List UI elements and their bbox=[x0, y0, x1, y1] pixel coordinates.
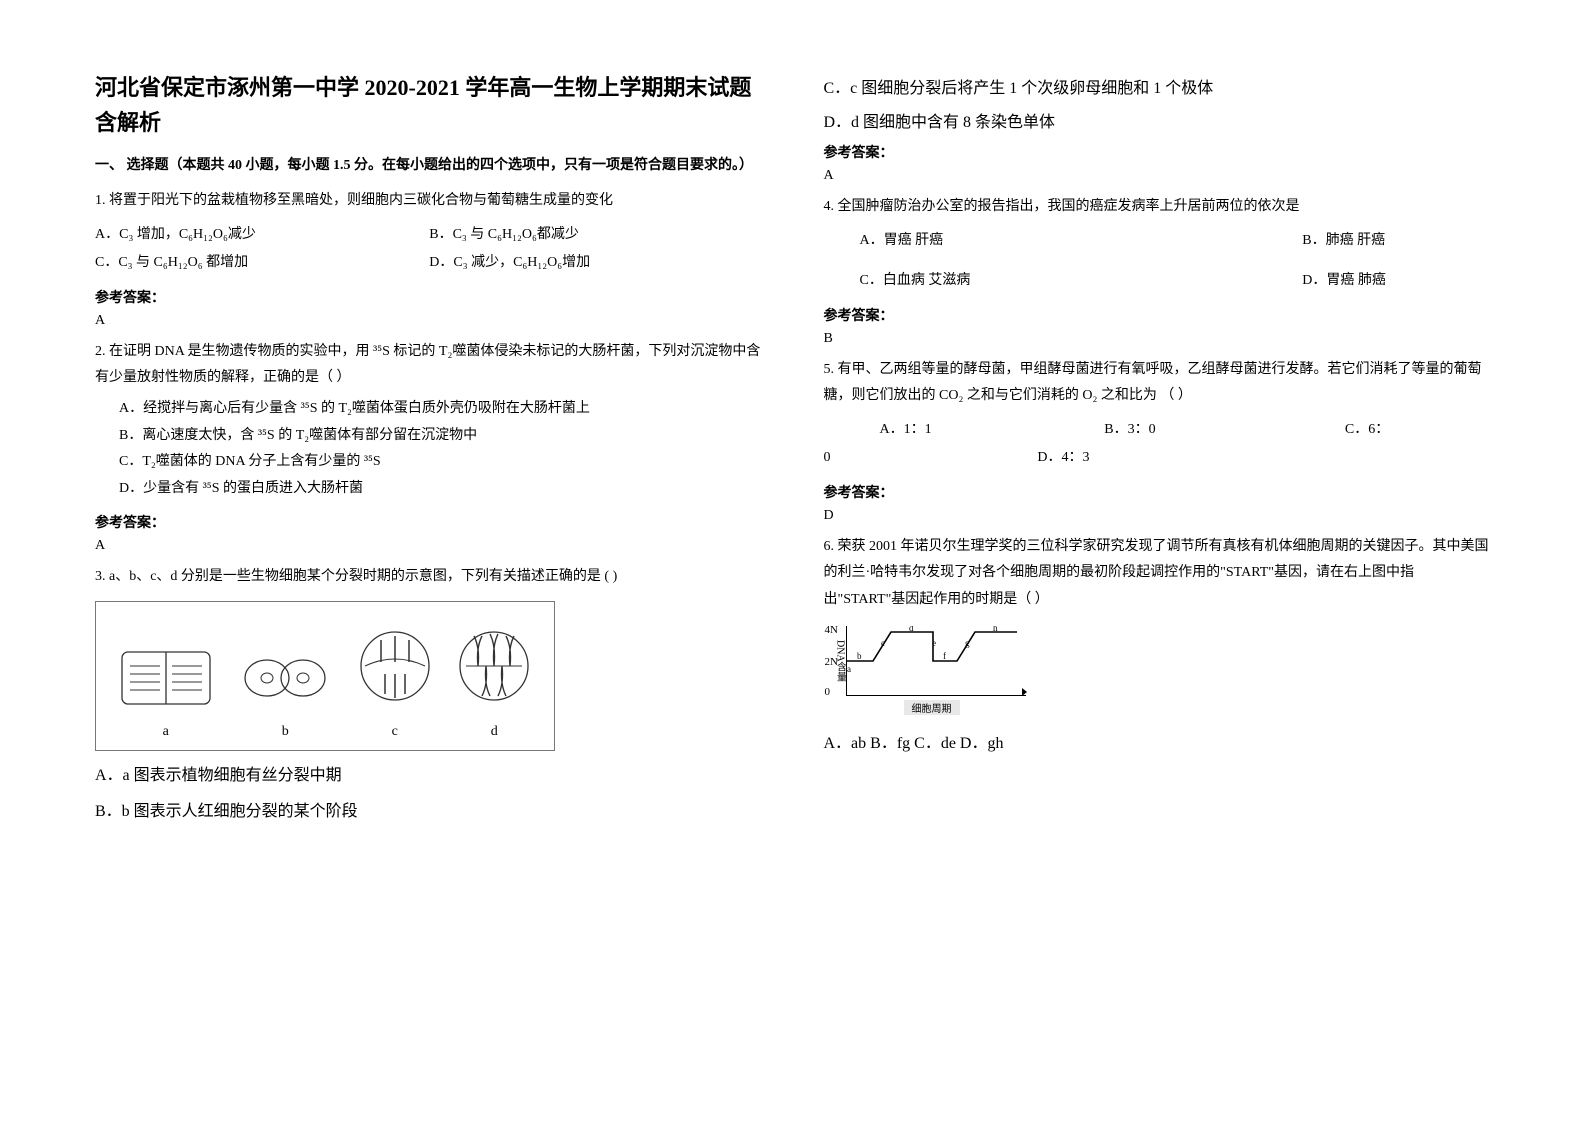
q5-opt-a: A．1：1 bbox=[824, 416, 1105, 444]
cell-d-label: d bbox=[491, 724, 498, 740]
q4-options: A．胃癌 肝癌 B．肺癌 肝癌 C．白血病 艾滋病 D．胃癌 肺癌 bbox=[824, 227, 1493, 295]
q6-options: A．ab B．fg C．de D．gh bbox=[824, 729, 1493, 753]
q3-diagram: a b bbox=[95, 601, 764, 751]
q2-opt-a: A．经搅拌与离心后有少量含 ³⁵S 的 T₂噬菌体蛋白质外壳仍吸附在大肠杆菌上 bbox=[119, 396, 764, 423]
q1-answer: A bbox=[95, 313, 764, 329]
question-5: 5. 有甲、乙两组等量的酵母菌，甲组酵母菌进行有氧呼吸，乙组酵母菌进行发酵。若它… bbox=[824, 357, 1493, 410]
q3-answer: A bbox=[824, 168, 1493, 184]
q2-answer: A bbox=[95, 538, 764, 554]
question-2: 2. 在证明 DNA 是生物遗传物质的实验中，用 ³⁵S 标记的 T₂噬菌体侵染… bbox=[95, 339, 764, 503]
svg-text:h: h bbox=[993, 626, 998, 633]
q6-graph: DNA含量 4N 2N 0 b c d e f g h a bbox=[824, 626, 1024, 717]
q4-opt-c: C．白血病 艾滋病 bbox=[860, 267, 1303, 295]
svg-text:b: b bbox=[857, 651, 862, 661]
cell-a-label: a bbox=[163, 724, 169, 740]
cell-b-icon bbox=[235, 638, 335, 718]
answer-label: 参考答案： bbox=[95, 287, 764, 307]
question-4: 4. 全国肿瘤防治办公室的报告指出，我国的癌症发病率上升居前两位的依次是 bbox=[824, 194, 1493, 221]
q1-opt-d: D．C₃ 减少，C₆H₁₂O₆增加 bbox=[429, 249, 763, 277]
answer-label: 参考答案： bbox=[824, 305, 1493, 325]
q1-options: A．C₃ 增加，C₆H₁₂O₆减少 B．C₃ 与 C₆H₁₂O₆都减少 C．C₃… bbox=[95, 221, 764, 277]
cell-c-label: c bbox=[392, 724, 398, 740]
svg-text:f: f bbox=[943, 651, 946, 661]
svg-text:e: e bbox=[932, 638, 936, 648]
q6-step-icon: b c d e f g h a bbox=[847, 626, 1027, 696]
svg-text:g: g bbox=[965, 638, 970, 648]
answer-label: 参考答案： bbox=[824, 482, 1493, 502]
q3-opt-d: D．d 图细胞中含有 8 条染色单体 bbox=[824, 108, 1493, 132]
cell-c-icon bbox=[355, 618, 435, 718]
q3-opt-b: B．b 图表示人红细胞分裂的某个阶段 bbox=[95, 797, 764, 821]
q1-text: 1. 将置于阳光下的盆栽植物移至黑暗处，则细胞内三碳化合物与葡萄糖生成量的变化 bbox=[95, 188, 764, 215]
q4-opt-a: A．胃癌 肝癌 bbox=[860, 227, 1303, 255]
q4-opt-b: B．肺癌 肝癌 bbox=[1302, 227, 1492, 255]
q1-opt-b: B．C₃ 与 C₆H₁₂O₆都减少 bbox=[429, 221, 763, 249]
q6-y4: 4N bbox=[825, 624, 838, 636]
q3-opt-a: A．a 图表示植物细胞有丝分裂中期 bbox=[95, 761, 764, 785]
q3-opt-c: C．c 图细胞分裂后将产生 1 个次级卵母细胞和 1 个极体 bbox=[824, 74, 1493, 98]
cell-b-label: b bbox=[282, 724, 289, 740]
q5-opt-d: D．4：3 bbox=[1037, 444, 1492, 472]
q6-xcaption: 细胞周期 bbox=[904, 700, 960, 715]
answer-label: 参考答案： bbox=[95, 512, 764, 532]
q5-zero: 0 bbox=[824, 444, 1038, 472]
cell-d-icon bbox=[454, 618, 534, 718]
q5-opt-b: B．3：0 bbox=[1104, 416, 1345, 444]
svg-text:d: d bbox=[909, 626, 914, 633]
question-6: 6. 荣获 2001 年诺贝尔生理学奖的三位科学家研究发现了调节所有真核有机体细… bbox=[824, 534, 1493, 614]
q4-opt-d: D．胃癌 肺癌 bbox=[1302, 267, 1492, 295]
svg-text:a: a bbox=[847, 664, 851, 674]
q2-text: 2. 在证明 DNA 是生物遗传物质的实验中，用 ³⁵S 标记的 T₂噬菌体侵染… bbox=[95, 339, 764, 392]
question-1: 1. 将置于阳光下的盆栽植物移至黑暗处，则细胞内三碳化合物与葡萄糖生成量的变化 bbox=[95, 188, 764, 215]
q5-answer: D bbox=[824, 508, 1493, 524]
answer-label: 参考答案： bbox=[824, 142, 1493, 162]
q4-answer: B bbox=[824, 331, 1493, 347]
page-title: 河北省保定市涿州第一中学 2020-2021 学年高一生物上学期期末试题含解析 bbox=[95, 70, 764, 140]
q5-text: 5. 有甲、乙两组等量的酵母菌，甲组酵母菌进行有氧呼吸，乙组酵母菌进行发酵。若它… bbox=[824, 357, 1493, 410]
q5-options-row1: A．1：1 B．3：0 C．6： bbox=[824, 416, 1493, 444]
q6-y0: 0 bbox=[825, 686, 831, 698]
q2-opt-c: C．T₂噬菌体的 DNA 分子上含有少量的 ³⁵S bbox=[119, 449, 764, 476]
q1-opt-a: A．C₃ 增加，C₆H₁₂O₆减少 bbox=[95, 221, 429, 249]
q4-text: 4. 全国肿瘤防治办公室的报告指出，我国的癌症发病率上升居前两位的依次是 bbox=[824, 194, 1493, 221]
cell-a-icon bbox=[116, 638, 216, 718]
q5-options-row2: 0 D．4：3 bbox=[824, 444, 1493, 472]
q5-opt-c: C．6： bbox=[1345, 416, 1492, 444]
q1-opt-c: C．C₃ 与 C₆H₁₂O₆ 都增加 bbox=[95, 249, 429, 277]
question-3: 3. a、b、c、d 分别是一些生物细胞某个分裂时期的示意图，下列有关描述正确的… bbox=[95, 564, 764, 591]
section-heading: 一、 选择题（本题共 40 小题，每小题 1.5 分。在每小题给出的四个选项中，… bbox=[95, 154, 764, 178]
q6-y2: 2N bbox=[825, 656, 838, 668]
q3-text: 3. a、b、c、d 分别是一些生物细胞某个分裂时期的示意图，下列有关描述正确的… bbox=[95, 564, 764, 591]
q2-opt-d: D．少量含有 ³⁵S 的蛋白质进入大肠杆菌 bbox=[119, 476, 764, 503]
q2-opt-b: B．离心速度太快，含 ³⁵S 的 T₂噬菌体有部分留在沉淀物中 bbox=[119, 423, 764, 450]
svg-text:c: c bbox=[881, 638, 885, 648]
q6-text: 6. 荣获 2001 年诺贝尔生理学奖的三位科学家研究发现了调节所有真核有机体细… bbox=[824, 534, 1493, 614]
